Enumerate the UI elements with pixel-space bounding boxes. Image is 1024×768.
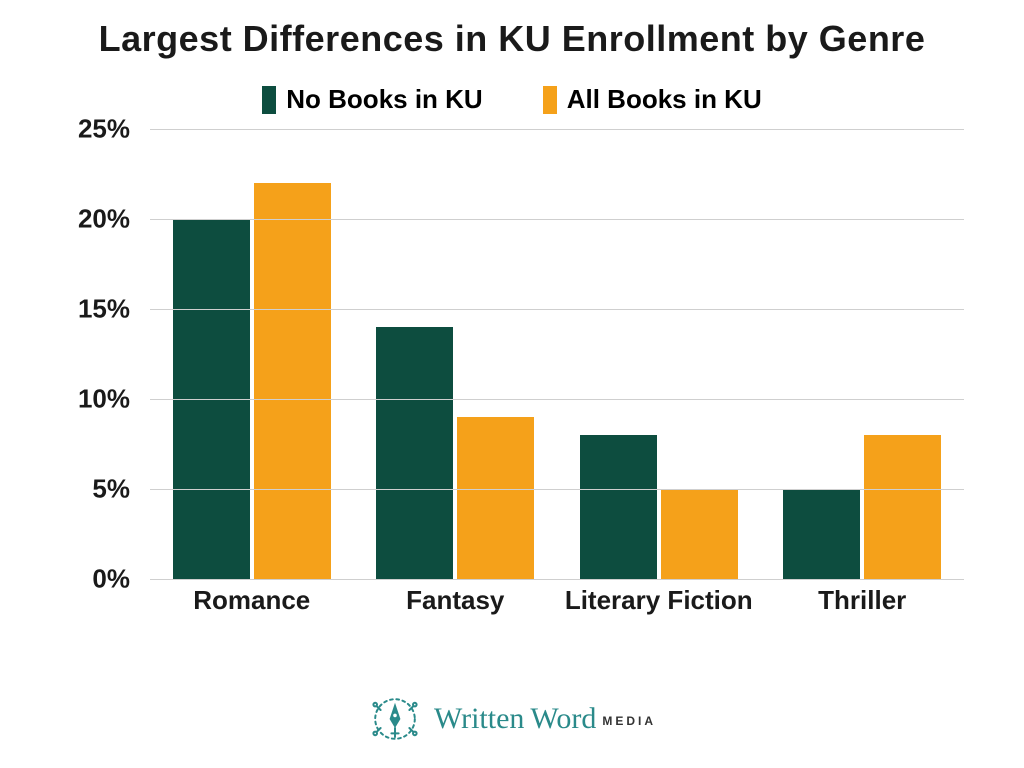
chart-legend: No Books in KU All Books in KU — [0, 84, 1024, 115]
bar — [864, 435, 941, 579]
y-tick-label: 5% — [92, 474, 130, 505]
y-axis: 0%5%10%15%20%25% — [60, 129, 140, 579]
bar — [783, 489, 860, 579]
bar — [376, 327, 453, 579]
gridline — [150, 219, 964, 220]
legend-label-0: No Books in KU — [286, 84, 482, 115]
legend-item-no-books: No Books in KU — [262, 84, 482, 115]
bar — [457, 417, 534, 579]
bar — [254, 183, 331, 579]
gridline — [150, 129, 964, 130]
x-tick-label: Thriller — [761, 579, 965, 619]
footer-logo: WrittenWord MEDIA — [0, 692, 1024, 746]
pen-icon — [368, 692, 422, 746]
brand-tag: MEDIA — [602, 714, 656, 728]
legend-item-all-books: All Books in KU — [543, 84, 762, 115]
brand-wordmark: WrittenWord MEDIA — [434, 702, 656, 736]
bar — [661, 489, 738, 579]
gridline — [150, 399, 964, 400]
y-tick-label: 20% — [78, 204, 130, 235]
y-tick-label: 10% — [78, 384, 130, 415]
gridline — [150, 309, 964, 310]
x-axis-labels: RomanceFantasyLiterary FictionThriller — [150, 579, 964, 619]
y-tick-label: 25% — [78, 114, 130, 145]
category-group — [557, 129, 761, 579]
category-group — [150, 129, 354, 579]
category-group — [761, 129, 965, 579]
brand-word-1: Written — [434, 702, 524, 736]
legend-swatch-1 — [543, 86, 557, 114]
bars-container — [150, 129, 964, 579]
x-tick-label: Literary Fiction — [557, 579, 761, 619]
legend-label-1: All Books in KU — [567, 84, 762, 115]
x-tick-label: Fantasy — [354, 579, 558, 619]
chart-area: 0%5%10%15%20%25% RomanceFantasyLiterary … — [60, 129, 964, 619]
chart-title: Largest Differences in KU Enrollment by … — [0, 0, 1024, 60]
y-tick-label: 15% — [78, 294, 130, 325]
plot-area — [150, 129, 964, 579]
x-tick-label: Romance — [150, 579, 354, 619]
legend-swatch-0 — [262, 86, 276, 114]
bar — [580, 435, 657, 579]
category-group — [354, 129, 558, 579]
brand-word-2: Word — [530, 702, 596, 736]
gridline — [150, 489, 964, 490]
y-tick-label: 0% — [92, 564, 130, 595]
